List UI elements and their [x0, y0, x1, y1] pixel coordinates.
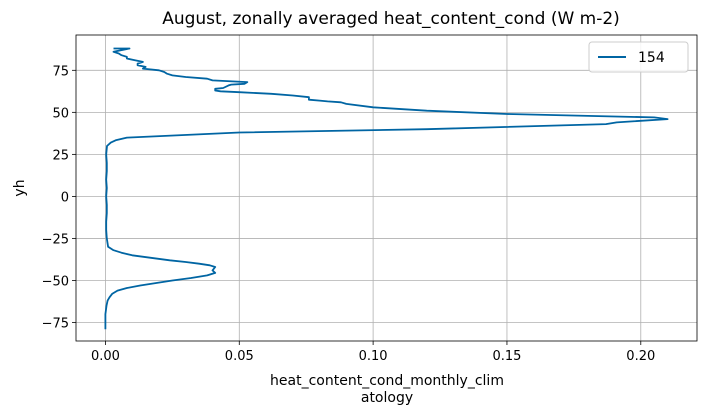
x-tick-label: 0.05: [225, 349, 254, 364]
chart-title: August, zonally averaged heat_content_co…: [162, 9, 620, 29]
y-tick-label: 50: [52, 106, 69, 121]
y-tick-label: −25: [42, 232, 69, 247]
legend-entry-label: 154: [638, 50, 665, 66]
x-tick-label: 0.15: [492, 349, 521, 364]
x-axis-label-line1: heat_content_cond_monthly_clim: [270, 373, 504, 389]
series-line-154: [104, 47, 669, 330]
x-axis-label-line2: atology: [361, 390, 413, 406]
x-axis-ticks: 0.00 0.05 0.10 0.15 0.20: [91, 341, 655, 364]
x-tick-label: 0.00: [91, 349, 120, 364]
x-tick-label: 0.10: [359, 349, 388, 364]
y-tick-label: 0: [61, 190, 69, 205]
y-axis-ticks: −75 −50 −25 0 25 50 75: [42, 64, 76, 332]
series-layer: [104, 47, 669, 330]
legend-box: [588, 41, 689, 73]
plot-frame: [75, 34, 698, 342]
y-tick-label: 25: [52, 148, 69, 163]
y-axis-label: yh: [12, 179, 28, 196]
legend: 154: [588, 41, 689, 73]
y-tick-label: −75: [42, 317, 69, 332]
x-grid: [105, 35, 642, 341]
y-tick-label: 75: [52, 64, 69, 79]
y-tick-label: −50: [42, 274, 69, 289]
x-tick-label: 0.20: [626, 349, 655, 364]
